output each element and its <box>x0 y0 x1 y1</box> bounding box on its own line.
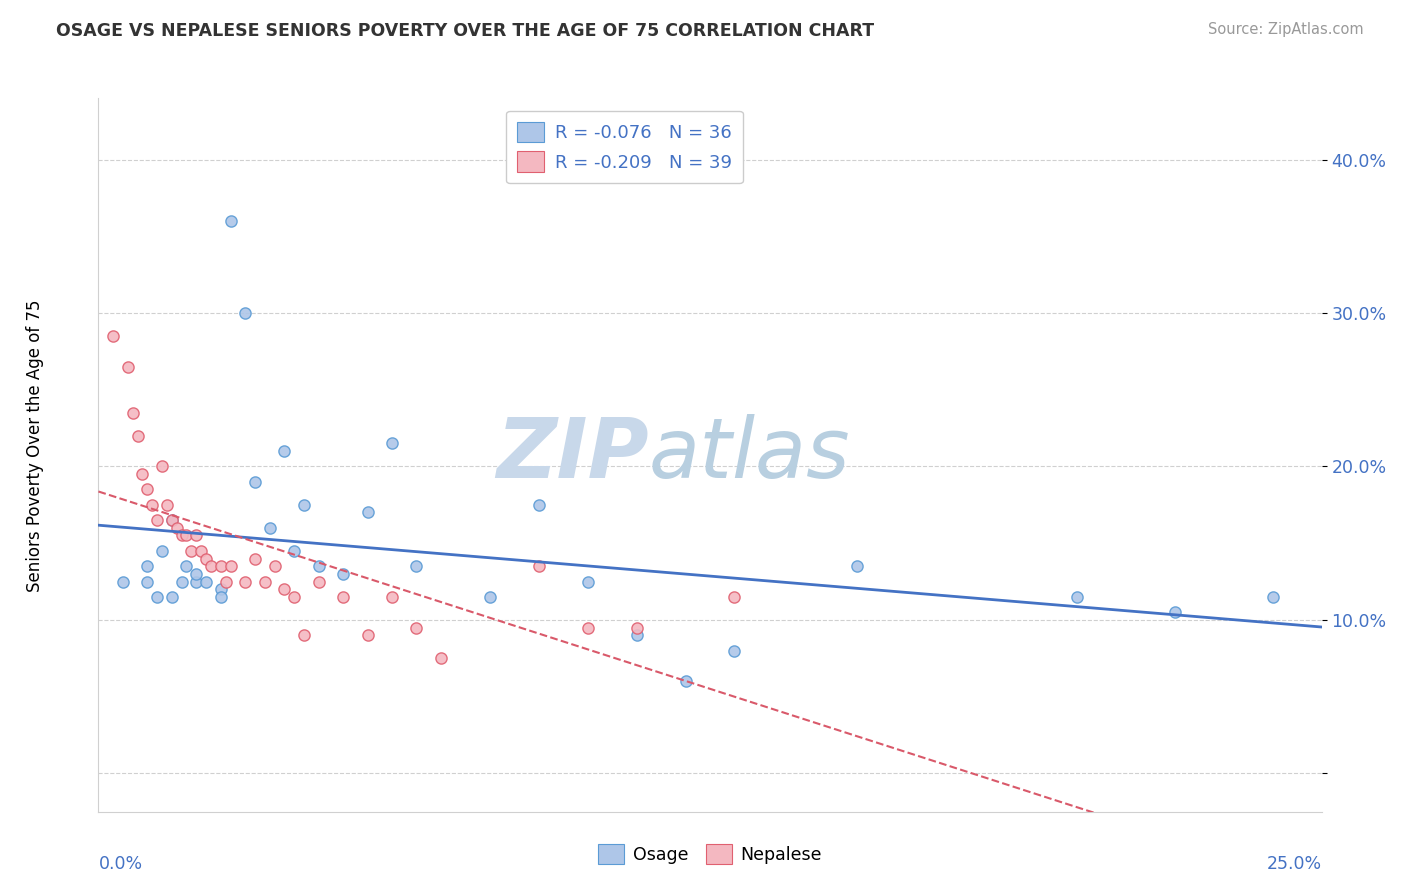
Point <box>430 651 453 665</box>
Point <box>527 559 550 574</box>
Point <box>723 643 745 657</box>
Point <box>1261 590 1284 604</box>
Point <box>160 590 183 604</box>
Point <box>356 506 378 520</box>
Point <box>200 559 222 574</box>
Point <box>381 590 404 604</box>
Text: Source: ZipAtlas.com: Source: ZipAtlas.com <box>1208 22 1364 37</box>
Point <box>209 582 232 597</box>
Point <box>141 498 163 512</box>
Point <box>308 574 330 589</box>
Point <box>131 467 153 482</box>
Point <box>626 628 648 642</box>
Point <box>527 498 550 512</box>
Point <box>219 214 242 228</box>
Point <box>209 590 232 604</box>
Point <box>156 498 179 512</box>
Point <box>576 621 599 635</box>
Point <box>180 544 202 558</box>
Point <box>243 475 266 489</box>
Point <box>243 551 266 566</box>
Point <box>121 406 143 420</box>
Point <box>675 674 697 689</box>
Text: atlas: atlas <box>648 415 851 495</box>
Point <box>136 574 159 589</box>
Text: ZIP: ZIP <box>496 415 648 495</box>
Point <box>405 621 427 635</box>
Text: 0.0%: 0.0% <box>98 855 142 872</box>
Point <box>160 513 183 527</box>
Point <box>186 528 208 542</box>
Text: OSAGE VS NEPALESE SENIORS POVERTY OVER THE AGE OF 75 CORRELATION CHART: OSAGE VS NEPALESE SENIORS POVERTY OVER T… <box>56 22 875 40</box>
Point <box>292 628 315 642</box>
Point <box>576 574 599 589</box>
Point <box>160 513 183 527</box>
Point <box>186 574 208 589</box>
Point <box>150 544 173 558</box>
Point <box>626 621 648 635</box>
Point <box>176 528 198 542</box>
Point <box>332 566 354 581</box>
Point <box>845 559 868 574</box>
Point <box>253 574 276 589</box>
Point <box>283 590 305 604</box>
Point <box>170 574 193 589</box>
Point <box>170 528 193 542</box>
Point <box>1066 590 1088 604</box>
Text: 25.0%: 25.0% <box>1267 855 1322 872</box>
Legend: Osage, Nepalese: Osage, Nepalese <box>591 837 830 871</box>
Point <box>1164 605 1187 619</box>
Point <box>273 444 295 458</box>
Point <box>136 559 159 574</box>
Point <box>381 436 404 450</box>
Point <box>146 513 169 527</box>
Point <box>209 559 232 574</box>
Point <box>308 559 330 574</box>
Point <box>127 428 149 442</box>
Point <box>478 590 501 604</box>
Point <box>273 582 295 597</box>
Point <box>405 559 427 574</box>
Point <box>176 559 198 574</box>
Point <box>195 574 218 589</box>
Point <box>150 459 173 474</box>
Text: Seniors Poverty Over the Age of 75: Seniors Poverty Over the Age of 75 <box>27 300 44 592</box>
Point <box>195 551 218 566</box>
Point <box>723 590 745 604</box>
Point <box>356 628 378 642</box>
Point <box>283 544 305 558</box>
Point <box>233 574 256 589</box>
Point <box>219 559 242 574</box>
Point <box>259 521 281 535</box>
Point <box>101 329 124 343</box>
Point <box>292 498 315 512</box>
Point <box>166 521 188 535</box>
Point <box>332 590 354 604</box>
Point <box>111 574 134 589</box>
Point <box>136 483 159 497</box>
Point <box>146 590 169 604</box>
Point <box>190 544 212 558</box>
Point <box>117 359 139 374</box>
Point <box>233 306 256 320</box>
Point <box>214 574 236 589</box>
Point <box>263 559 285 574</box>
Point <box>186 566 208 581</box>
